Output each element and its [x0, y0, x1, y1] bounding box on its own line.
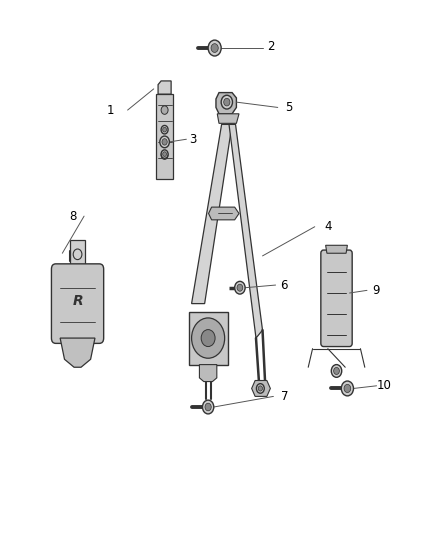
- Polygon shape: [191, 124, 232, 304]
- Text: 6: 6: [280, 279, 288, 292]
- Polygon shape: [156, 94, 173, 179]
- Circle shape: [211, 44, 218, 52]
- Polygon shape: [199, 365, 217, 382]
- Polygon shape: [216, 93, 237, 114]
- Circle shape: [162, 127, 166, 132]
- Circle shape: [331, 365, 342, 377]
- Polygon shape: [208, 207, 239, 220]
- Text: 3: 3: [189, 133, 197, 146]
- Text: 4: 4: [324, 220, 332, 233]
- FancyBboxPatch shape: [51, 264, 104, 343]
- Circle shape: [334, 367, 339, 375]
- Circle shape: [237, 284, 243, 291]
- Circle shape: [161, 151, 168, 159]
- Circle shape: [235, 281, 245, 294]
- Circle shape: [202, 400, 214, 414]
- Polygon shape: [252, 381, 270, 397]
- Circle shape: [162, 152, 166, 156]
- FancyBboxPatch shape: [321, 250, 352, 346]
- Polygon shape: [229, 124, 262, 338]
- Circle shape: [161, 125, 168, 134]
- Circle shape: [201, 329, 215, 346]
- Text: 1: 1: [106, 103, 114, 117]
- Circle shape: [161, 106, 168, 114]
- Circle shape: [208, 40, 221, 56]
- Circle shape: [344, 384, 351, 392]
- Text: 8: 8: [70, 209, 77, 223]
- Polygon shape: [188, 312, 228, 365]
- Circle shape: [205, 403, 211, 411]
- Circle shape: [256, 384, 264, 393]
- Text: 2: 2: [268, 40, 275, 53]
- Text: R: R: [72, 294, 83, 308]
- Circle shape: [341, 381, 353, 396]
- Text: 9: 9: [372, 284, 379, 297]
- Circle shape: [191, 318, 225, 358]
- Text: 5: 5: [285, 101, 292, 114]
- Polygon shape: [70, 240, 85, 269]
- Text: 7: 7: [280, 390, 288, 403]
- Circle shape: [224, 99, 230, 106]
- Circle shape: [258, 386, 262, 391]
- Circle shape: [161, 150, 168, 158]
- Circle shape: [160, 136, 170, 148]
- Text: 10: 10: [377, 379, 392, 392]
- Circle shape: [221, 95, 233, 109]
- Polygon shape: [60, 338, 95, 367]
- Polygon shape: [158, 81, 171, 94]
- Circle shape: [162, 139, 167, 145]
- Polygon shape: [325, 245, 347, 253]
- Polygon shape: [217, 114, 239, 123]
